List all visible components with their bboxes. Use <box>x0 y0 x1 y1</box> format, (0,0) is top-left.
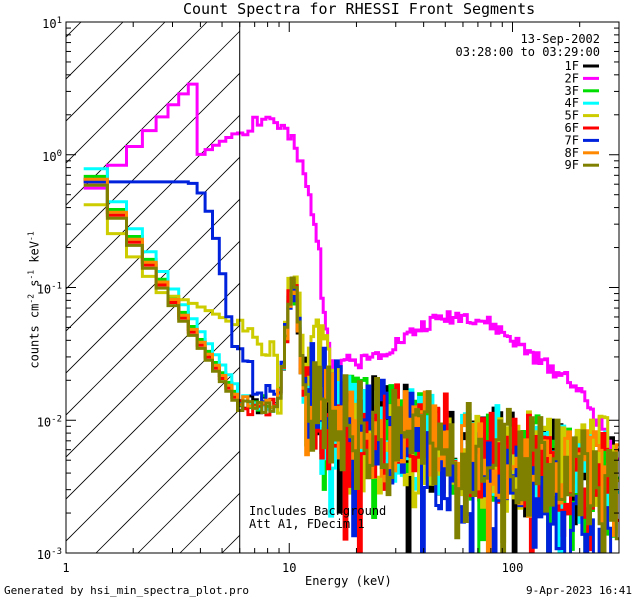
footer-generated-by: Generated by hsi_min_spectra_plot.pro <box>4 584 250 597</box>
x-tick-label-1: 10 <box>282 561 296 575</box>
legend-label-9F: 9F <box>565 158 579 172</box>
chart-title: Count Spectra for RHESSI Front Segments <box>183 0 536 18</box>
y-label-end: keV <box>27 240 42 270</box>
x-tick-label-2: 100 <box>502 561 524 575</box>
series-2F-line <box>83 82 619 461</box>
x-axis-label: Energy (keV) <box>305 574 392 588</box>
y-axis-label: counts cm-2 s-1 keV-1 <box>27 231 42 368</box>
y-label-sup2: -1 <box>26 269 36 280</box>
hatch-line-4 <box>66 22 166 122</box>
legend-label-6F: 6F <box>565 121 579 135</box>
legend-label-2F: 2F <box>565 71 579 85</box>
y-label-mid: s <box>27 279 42 294</box>
footer-timestamp: 9-Apr-2023 16:41 <box>526 584 632 597</box>
y-label-sup1: -2 <box>26 293 36 304</box>
y-label-base: counts cm <box>27 303 42 369</box>
y-tick-label-3: 100 <box>42 149 62 164</box>
series-layer <box>83 82 619 553</box>
legend-label-1F: 1F <box>565 59 579 73</box>
series-7F-line <box>83 180 613 553</box>
hatch-line-6 <box>66 22 250 206</box>
observation-time-range: 03:28:00 to 03:29:00 <box>455 45 601 59</box>
legend-label-4F: 4F <box>565 96 579 110</box>
legend-label-3F: 3F <box>565 84 579 98</box>
y-tick-label-2: 10-1 <box>37 282 62 297</box>
series-9F-line <box>83 183 619 553</box>
legend-label-5F: 5F <box>565 109 579 123</box>
observation-date: 13-Sep-2002 <box>520 32 600 46</box>
legend-label-7F: 7F <box>565 133 579 147</box>
y-tick-label-4: 101 <box>42 16 62 31</box>
legend-label-8F: 8F <box>565 146 579 160</box>
annotation-background: Includes Background <box>249 504 387 518</box>
hatch-line-7 <box>66 22 292 248</box>
y-label-sup3: -1 <box>26 231 36 241</box>
axis-ticks: 1 10 100 10-3 10-2 10-1 100 101 <box>37 16 620 575</box>
y-tick-label-1: 10-2 <box>37 414 62 429</box>
y-tick-label-0: 10-3 <box>37 547 62 562</box>
x-tick-label-0: 1 <box>62 561 69 575</box>
annotation-attenuator: Att A1, FDecim 1 <box>249 517 365 531</box>
hatch-line-5 <box>66 22 208 164</box>
